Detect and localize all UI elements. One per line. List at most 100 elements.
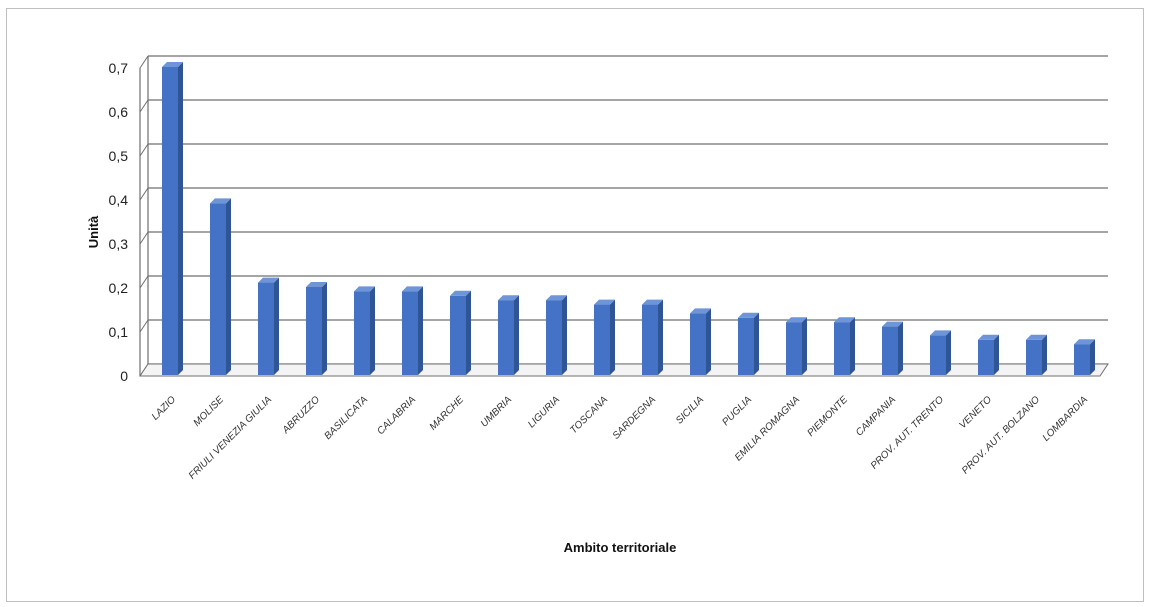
bar	[546, 295, 567, 375]
y-axis-title: Unità	[86, 215, 101, 248]
gridline-side	[139, 319, 149, 333]
bar-top	[594, 299, 615, 305]
bar-front	[930, 335, 946, 375]
bar-front	[354, 291, 370, 375]
chart-frame	[6, 8, 1144, 602]
bar	[642, 299, 663, 375]
bar-front	[594, 304, 610, 375]
gridline-side	[139, 231, 149, 245]
bar-top	[210, 198, 231, 204]
bar-top	[978, 334, 999, 340]
x-category-label: ABRUZZO	[280, 394, 322, 436]
bar-front	[450, 295, 466, 375]
bar-top	[306, 282, 327, 287]
bar	[930, 330, 951, 375]
bar-top	[546, 295, 567, 301]
bar	[738, 312, 759, 375]
x-category-label: MARCHE	[428, 394, 467, 433]
x-category-label: PIEMONTE	[805, 394, 850, 439]
bar-front	[738, 317, 754, 375]
bar	[1074, 339, 1095, 375]
x-category-label: LAZIO	[150, 394, 178, 422]
bar-side	[706, 308, 711, 375]
bar-side	[1090, 339, 1095, 375]
bar	[594, 299, 615, 375]
bar	[786, 317, 807, 375]
y-tick-label: 0,3	[109, 236, 129, 252]
bar	[354, 286, 375, 375]
y-tick-labels: 0 0,1 0,2 0,3 0,4 0,5 0,6 0,7	[109, 60, 129, 384]
bar	[162, 62, 183, 375]
x-category-label: SICILIA	[674, 394, 706, 426]
bar-side	[226, 198, 231, 375]
x-category-label: LIGURIA	[526, 394, 562, 430]
bar	[450, 290, 471, 375]
bar-side	[178, 62, 183, 375]
bar-side	[658, 299, 663, 375]
bar-top	[690, 308, 711, 314]
bars-layer	[162, 62, 1095, 375]
bar-top	[738, 312, 759, 318]
gridline-side	[139, 55, 149, 69]
bar-side	[274, 277, 279, 375]
bar-front	[786, 322, 802, 375]
bar-top	[642, 299, 663, 305]
x-category-label: MOLISE	[192, 394, 227, 429]
bar-top	[450, 290, 471, 296]
bar-front	[978, 339, 994, 375]
gridline-side	[139, 143, 149, 157]
y-tick-label: 0	[120, 368, 128, 384]
bar-top	[1026, 334, 1047, 340]
bar-side	[946, 330, 951, 375]
y-tick-label: 0,6	[109, 104, 129, 120]
bar-side	[610, 299, 615, 375]
x-category-label: CALABRIA	[375, 394, 418, 437]
bar-side	[898, 321, 903, 375]
bar	[210, 198, 231, 375]
bar-side	[466, 290, 471, 375]
bar-front	[306, 287, 322, 375]
bar-front	[882, 326, 898, 375]
bar-front	[210, 203, 226, 375]
y-tick-label: 0,7	[109, 60, 129, 76]
x-axis-title: Ambito territoriale	[564, 540, 677, 555]
x-category-label: CAMPANIA	[854, 394, 898, 438]
bar-front	[1074, 344, 1090, 375]
bar-front	[1026, 339, 1042, 375]
bar-front	[498, 300, 514, 375]
bar-top	[402, 286, 423, 292]
x-category-label: BASILICATA	[323, 394, 371, 442]
x-category-label: SARDEGNA	[611, 394, 659, 442]
bar-front	[546, 300, 562, 375]
bar-side	[514, 295, 519, 375]
x-category-label: FRIULI VENEZIA GIULIA	[187, 394, 275, 482]
y-tick-label: 0,1	[109, 324, 129, 340]
bar-side	[322, 282, 327, 375]
bar	[402, 286, 423, 375]
x-category-label: VENETO	[957, 394, 994, 431]
x-category-label: PUGLIA	[720, 394, 754, 428]
bar-top	[930, 330, 951, 336]
bar-top	[1074, 339, 1095, 345]
bar-side	[370, 286, 375, 375]
gridline-side	[139, 99, 149, 113]
bar-front	[258, 282, 274, 375]
bar	[498, 295, 519, 375]
bar-side	[1042, 334, 1047, 375]
y-tick-label: 0,4	[109, 192, 129, 208]
bar-front	[402, 291, 418, 375]
bar-top	[834, 317, 855, 323]
bar-top	[162, 62, 183, 67]
x-category-label: TOSCANA	[568, 394, 610, 436]
bar-front	[690, 313, 706, 375]
bar-top	[786, 317, 807, 323]
chart-floor	[139, 363, 1109, 377]
gridline-side	[139, 187, 149, 201]
bar-front	[162, 67, 178, 375]
bar-front	[834, 322, 850, 375]
bar	[690, 308, 711, 375]
bar-side	[418, 286, 423, 375]
bar-top	[882, 321, 903, 327]
bar	[258, 277, 279, 375]
